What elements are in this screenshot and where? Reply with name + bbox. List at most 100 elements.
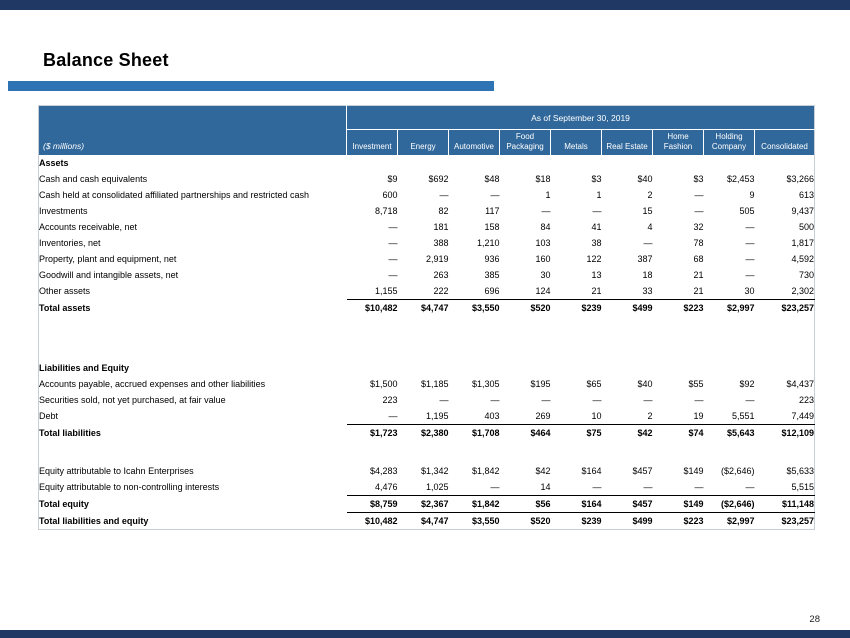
cell-value: 82 bbox=[438, 206, 449, 217]
cell-value: — bbox=[388, 270, 398, 281]
cell-value: $195 bbox=[530, 379, 551, 390]
cell-value: 696 bbox=[448, 283, 500, 301]
cell-value: — bbox=[439, 190, 449, 201]
cell-value: 1 bbox=[596, 190, 602, 201]
cell-value bbox=[500, 360, 551, 376]
cell-value: $2,997 bbox=[726, 303, 755, 314]
cell-value: 13 bbox=[591, 270, 602, 281]
cell-value: $239 bbox=[581, 516, 602, 527]
cell-value: 730 bbox=[799, 270, 815, 281]
cell-value: 117 bbox=[485, 206, 500, 217]
cell-value: $92 bbox=[739, 379, 755, 390]
cell-value: $2,367 bbox=[397, 495, 449, 514]
cell-value: 10 bbox=[550, 408, 602, 426]
cell-value: 1,817 bbox=[791, 238, 815, 249]
cell-value: $4,747 bbox=[420, 516, 449, 527]
cell-value bbox=[653, 155, 704, 171]
cell-value: — bbox=[745, 238, 755, 249]
cell-value: 4 bbox=[647, 222, 653, 233]
cell-value: — bbox=[592, 206, 602, 217]
cell-value: — bbox=[439, 395, 449, 406]
cell-value: 68 bbox=[693, 254, 704, 265]
cell-value bbox=[398, 338, 449, 360]
column-header-metals: Metals bbox=[550, 129, 602, 156]
cell-value: $239 bbox=[581, 303, 602, 314]
cell-value: $65 bbox=[586, 379, 602, 390]
cell-value: 21 bbox=[652, 283, 704, 301]
row-label: Accounts payable, accrued expenses and o… bbox=[39, 379, 266, 390]
table-row: Debt —1,195 403 269 10 2 19 5,551 7,449 bbox=[39, 408, 815, 426]
cell-value bbox=[551, 360, 602, 376]
cell-value: 385 bbox=[484, 270, 500, 281]
cell-value: $40 bbox=[637, 174, 653, 185]
cell-value bbox=[755, 360, 815, 376]
table-row: Total liabilities $1,723 $2,380 $1,708 $464 $… bbox=[39, 425, 815, 442]
cell-value: $1,842 bbox=[471, 466, 500, 477]
column-header-food-packaging: Food Packaging bbox=[499, 129, 551, 156]
cell-value: 269 bbox=[499, 408, 551, 426]
cell-value: — bbox=[388, 254, 398, 265]
cell-value: $2,380 bbox=[420, 428, 449, 439]
table-row: Equity attributable to Icahn Enterprises… bbox=[39, 463, 815, 479]
cell-value: 613 bbox=[799, 190, 815, 201]
cell-value: — bbox=[541, 395, 551, 406]
cell-value: $499 bbox=[632, 516, 653, 527]
cell-value bbox=[704, 316, 755, 338]
title-underline-bar bbox=[8, 81, 494, 91]
cell-value: $223 bbox=[683, 303, 704, 314]
table-row: Goodwill and intangible assets, net — 263 3… bbox=[39, 267, 815, 283]
header-corner-cell bbox=[38, 105, 347, 130]
cell-value: ($2,646) bbox=[720, 466, 755, 477]
cell-value: 222 bbox=[397, 283, 449, 301]
cell-value: $457 bbox=[632, 466, 653, 477]
cell-value: 30 bbox=[703, 283, 755, 301]
row-label: Goodwill and intangible assets, net bbox=[39, 270, 179, 281]
column-header-automotive: Automotive bbox=[448, 129, 500, 156]
cell-value: 158 bbox=[484, 222, 500, 233]
cell-value: 14 bbox=[499, 479, 551, 497]
table-row: Other assets 1,155 222 696 124 21 33 21 30 2,302 bbox=[39, 283, 815, 301]
cell-value: $5,643 bbox=[726, 428, 755, 439]
cell-value bbox=[500, 338, 551, 360]
cell-value: $464 bbox=[530, 428, 551, 439]
cell-value bbox=[653, 360, 704, 376]
row-label: Property, plant and equipment, net bbox=[39, 254, 177, 265]
row-label: Securities sold, not yet purchased, at f… bbox=[39, 395, 226, 406]
cell-value: $4,437 bbox=[786, 379, 815, 390]
cell-value: $1,342 bbox=[420, 466, 449, 477]
cell-value: — bbox=[703, 479, 755, 497]
cell-value bbox=[704, 360, 755, 376]
cell-value: $55 bbox=[688, 379, 704, 390]
cell-value: 8,718 bbox=[374, 206, 398, 217]
cell-value: $223 bbox=[683, 516, 704, 527]
cell-value bbox=[755, 441, 815, 463]
cell-value: $75 bbox=[586, 428, 602, 439]
cell-value: $164 bbox=[550, 495, 602, 514]
cell-value: $499 bbox=[632, 303, 653, 314]
cell-value: $23,257 bbox=[781, 303, 815, 314]
cell-value: $10,482 bbox=[364, 303, 398, 314]
column-header-consolidated: Consolidated bbox=[753, 129, 815, 156]
cell-value bbox=[551, 155, 602, 171]
cell-value: 1,025 bbox=[397, 479, 449, 497]
cell-value: 936 bbox=[484, 254, 500, 265]
cell-value bbox=[551, 441, 602, 463]
cell-value: $1,723 bbox=[369, 428, 398, 439]
cell-value: $1,305 bbox=[471, 379, 500, 390]
column-header-energy: Energy bbox=[397, 129, 449, 156]
cell-value: 32 bbox=[693, 222, 704, 233]
cell-value bbox=[347, 441, 398, 463]
cell-value: 1,155 bbox=[346, 283, 398, 301]
cell-value: $48 bbox=[484, 174, 500, 185]
cell-value: 5,515 bbox=[754, 479, 815, 497]
cell-value: $164 bbox=[581, 466, 602, 477]
cell-value: — bbox=[745, 395, 755, 406]
cell-value: $12,109 bbox=[781, 428, 815, 439]
cell-value: 388 bbox=[433, 238, 449, 249]
cell-value: $11,148 bbox=[754, 495, 815, 514]
column-header-real-estate: Real Estate bbox=[601, 129, 653, 156]
as-of-date-header: As of September 30, 2019 bbox=[345, 105, 815, 130]
table-body: Assets Cash and cash equivalents $9 $692 $48… bbox=[39, 155, 815, 530]
cell-value: 19 bbox=[652, 408, 704, 426]
cell-value bbox=[653, 338, 704, 360]
